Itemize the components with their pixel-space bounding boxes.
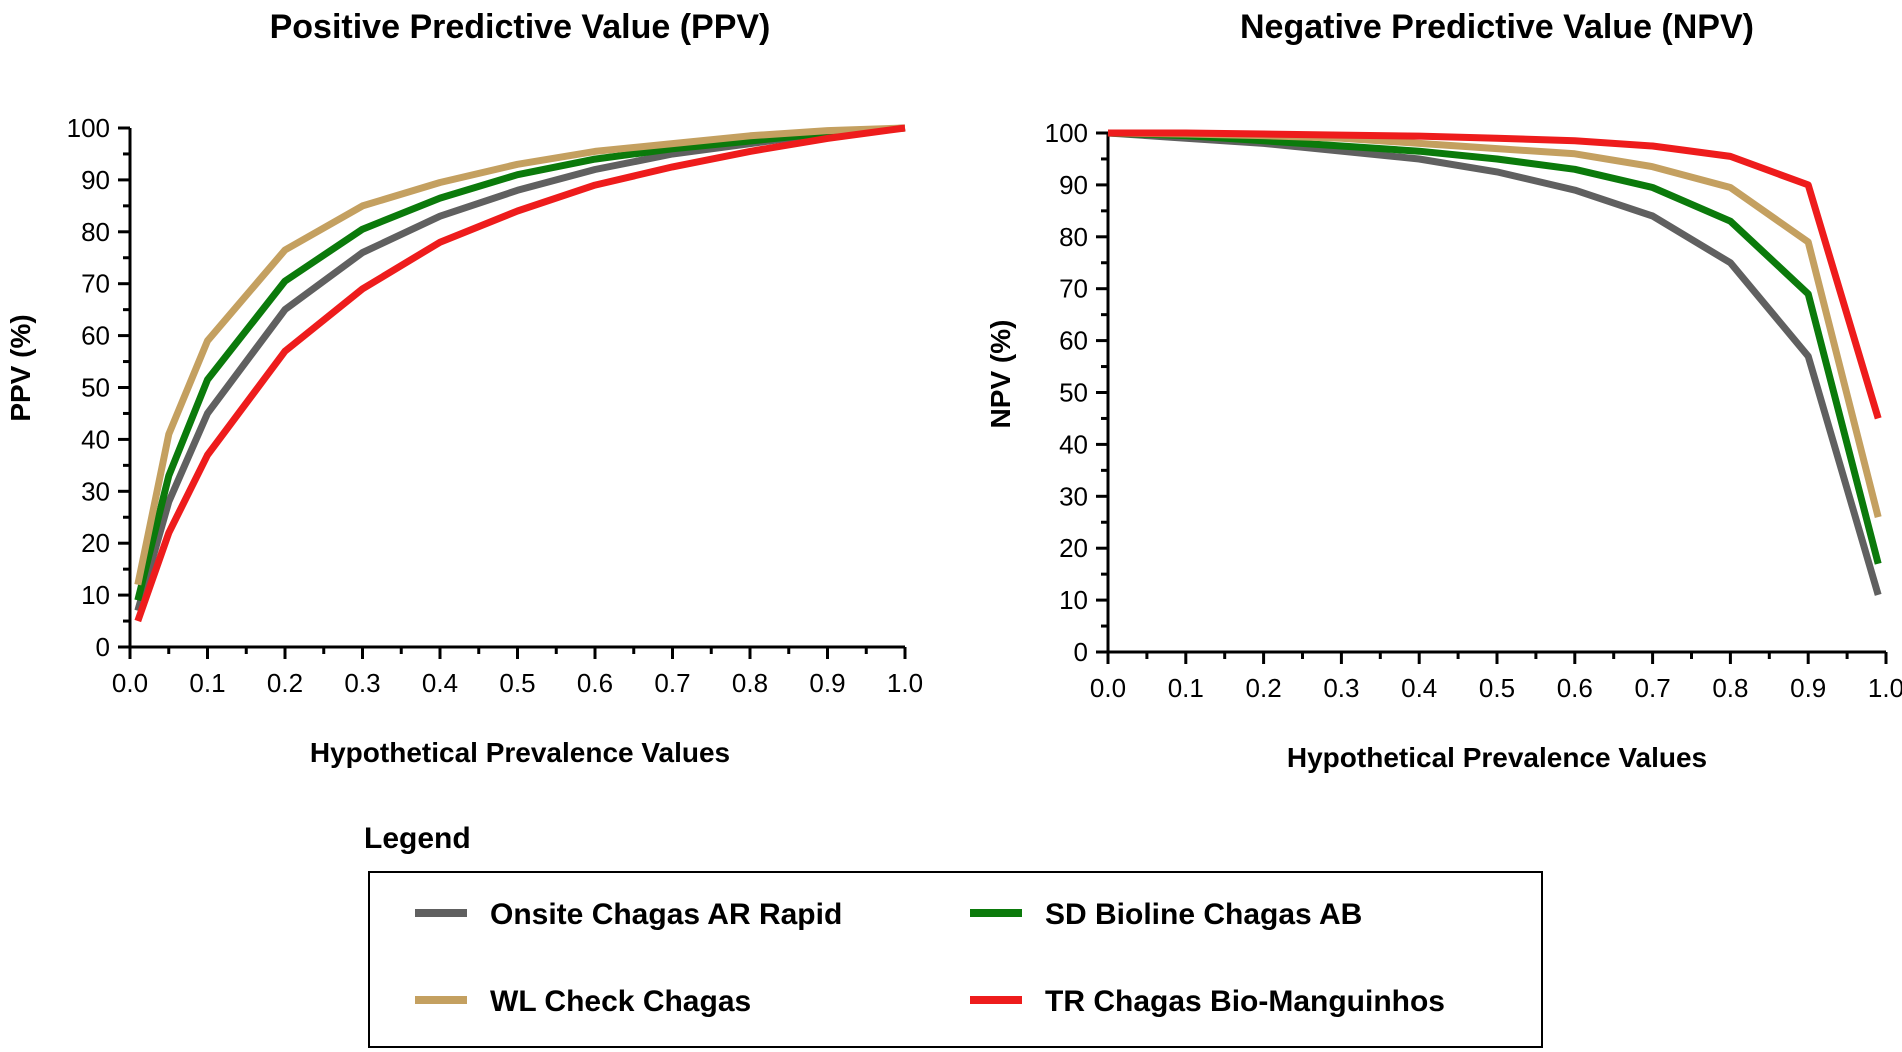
legend-label-tr-chagas: TR Chagas Bio-Manguinhos: [1045, 985, 1445, 1018]
npv-axes: 0 10 20 30 40 50 60 70 80 90 100 0.0 0.1 0.2 0.3 0.4 0.5…: [1045, 118, 1902, 703]
npv-x-tick-label: 0.1: [1168, 673, 1204, 703]
npv-y-tick-label: 40: [1059, 429, 1088, 459]
ppv-y-tick-label: 30: [81, 476, 110, 506]
ppv-y-tick-label: 40: [81, 424, 110, 454]
npv-series-group: [1107, 129, 1882, 596]
npv-y-tick-label: 50: [1059, 378, 1088, 408]
npv-x-tick-label: 0.4: [1401, 673, 1437, 703]
npv-y-tick-label: 70: [1059, 274, 1088, 304]
ppv-y-tick-label: 70: [81, 269, 110, 299]
legend-label-wl-check: WL Check Chagas: [490, 985, 751, 1018]
legend-box: [368, 871, 1543, 1048]
npv-x-axis-label: Hypothetical Prevalence Values: [1287, 742, 1707, 773]
npv-chart-title: Negative Predictive Value (NPV): [1240, 8, 1754, 46]
ppv-y-tick-label: 50: [81, 373, 110, 403]
npv-y-axis-label: NPV (%): [985, 320, 1016, 429]
ppv-y-tick-label: 80: [81, 217, 110, 247]
ppv-series-onsite: [134, 124, 906, 612]
npv-y-tick-label: 60: [1059, 326, 1088, 356]
ppv-x-axis-label: Hypothetical Prevalence Values: [310, 737, 730, 768]
legend-heading: Legend: [364, 822, 471, 855]
npv-chart: Negative Predictive Value (NPV) NPV (%) …: [985, 8, 1902, 773]
ppv-y-tick-label: 10: [81, 580, 110, 610]
ppv-x-tick-label: 0.2: [267, 668, 303, 698]
ppv-x-tick-label: 0.3: [344, 668, 380, 698]
ppv-chart: Positive Predictive Value (PPV) PPV (%) …: [5, 8, 923, 768]
legend: Legend Onsite Chagas AR Rapid SD Bioline…: [364, 822, 1543, 1048]
ppv-series-group: [134, 124, 906, 623]
npv-x-tick-label: 0.9: [1790, 673, 1826, 703]
ppv-x-tick-label: 0.4: [422, 668, 458, 698]
ppv-series-tr-chagas: [134, 124, 906, 623]
ppv-series-sd-bioline: [134, 124, 906, 602]
npv-y-tick-label: 100: [1045, 118, 1088, 148]
npv-series-tr-chagas: [1108, 129, 1882, 420]
ppv-y-tick-label: 100: [67, 113, 110, 143]
legend-label-onsite: Onsite Chagas AR Rapid: [490, 898, 842, 931]
npv-x-tick-label: 0.8: [1712, 673, 1748, 703]
npv-series-wl-check: [1107, 129, 1882, 518]
npv-y-tick-label: 30: [1059, 481, 1088, 511]
npv-y-tick-label: 80: [1059, 222, 1088, 252]
npv-x-tick-label: 0.7: [1635, 673, 1671, 703]
npv-y-tick-label: 10: [1059, 585, 1088, 615]
ppv-y-tick-label: 60: [81, 321, 110, 351]
ppv-x-tick-label: 0.7: [654, 668, 690, 698]
ppv-series-wl-check: [134, 124, 906, 586]
ppv-y-tick-label: 90: [81, 165, 110, 195]
npv-y-tick-label: 0: [1074, 637, 1088, 667]
ppv-x-tick-label: 0.9: [809, 668, 845, 698]
npv-y-tick-label: 90: [1059, 170, 1088, 200]
npv-x-tick-label: 1.0: [1868, 673, 1902, 703]
ppv-y-tick-label: 20: [81, 528, 110, 558]
npv-y-tick-label: 20: [1059, 533, 1088, 563]
npv-series-onsite: [1107, 129, 1882, 596]
legend-label-sd-bioline: SD Bioline Chagas AB: [1045, 898, 1362, 931]
npv-x-tick-label: 0.0: [1090, 673, 1126, 703]
ppv-y-axis-label: PPV (%): [5, 314, 36, 421]
ppv-chart-title: Positive Predictive Value (PPV): [270, 8, 771, 46]
npv-x-tick-label: 0.2: [1246, 673, 1282, 703]
ppv-x-tick-label: 0.8: [732, 668, 768, 698]
ppv-y-tick-label: 0: [96, 632, 110, 662]
npv-x-tick-label: 0.3: [1323, 673, 1359, 703]
npv-x-tick-label: 0.5: [1479, 673, 1515, 703]
ppv-x-tick-label: 0.0: [112, 668, 148, 698]
npv-series-sd-bioline: [1107, 129, 1882, 565]
ppv-x-tick-label: 1.0: [887, 668, 923, 698]
ppv-x-tick-label: 0.6: [577, 668, 613, 698]
ppv-x-tick-label: 0.5: [499, 668, 535, 698]
ppv-x-tick-label: 0.1: [189, 668, 225, 698]
npv-x-tick-label: 0.6: [1557, 673, 1593, 703]
ppv-axes: 0 10 20 30 40 50 60 70 80 90 100 0.0 0.1 0.2 0.3 0.4 0.5…: [67, 113, 923, 698]
